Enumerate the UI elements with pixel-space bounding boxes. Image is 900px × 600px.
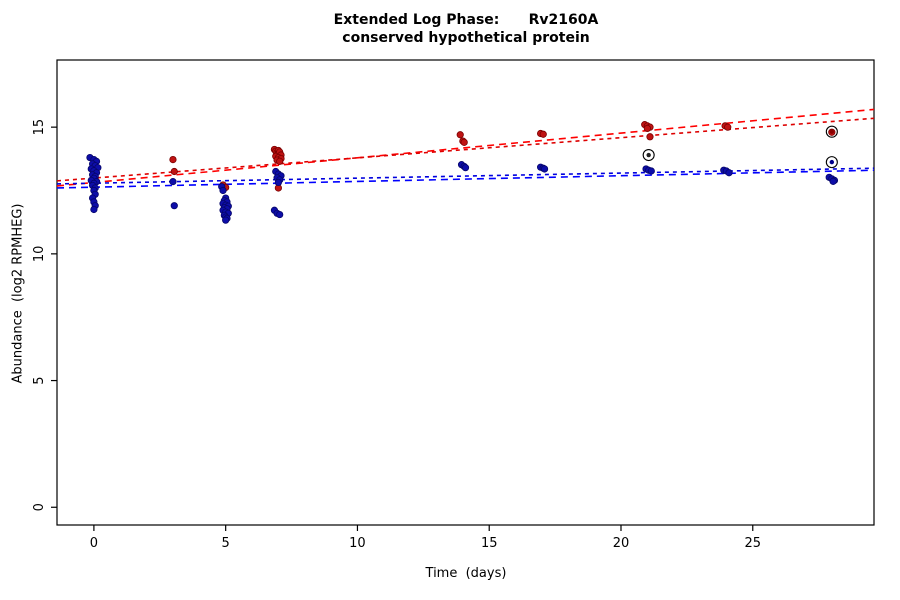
y-tick-label: 0 <box>32 503 47 511</box>
x-tick-label: 5 <box>222 536 230 551</box>
x-tick-label: 15 <box>481 536 498 551</box>
blue-condition-points <box>276 210 284 219</box>
red-condition-points <box>724 123 732 131</box>
plot-box <box>56 59 875 526</box>
circled-outlier-ring <box>825 156 838 169</box>
blue-condition-points <box>222 216 230 224</box>
circled-outlier-dot <box>829 159 835 165</box>
circled-outlier-ring <box>642 148 655 162</box>
circled-outlier-dot <box>646 152 651 158</box>
red-condition-points <box>643 124 651 133</box>
y-tick-label: 10 <box>32 246 47 263</box>
blue-condition-points <box>90 205 98 214</box>
blue-condition-points <box>647 167 655 175</box>
x-tick-label: 20 <box>613 536 630 551</box>
blue-condition-points <box>274 178 282 186</box>
y-tick-label: 5 <box>32 376 47 384</box>
red-condition-points <box>646 133 654 141</box>
red-condition-points <box>276 157 284 165</box>
blue-condition-points <box>170 202 178 210</box>
blue-condition-points <box>540 165 549 173</box>
circled-outlier-dot <box>829 129 835 134</box>
chart-title-line1: Extended Log Phase: Rv2160A <box>333 12 599 28</box>
red-condition-points <box>456 131 464 139</box>
red-condition-points <box>539 130 547 138</box>
blue-condition-points <box>169 178 177 186</box>
blue-condition-points <box>829 177 837 185</box>
red-fit-long-dash <box>56 108 875 187</box>
x-tick-label: 0 <box>90 536 98 551</box>
y-axis-label: Abundance (log2 RPMHEG) <box>10 203 26 384</box>
blue-condition-points <box>219 186 227 195</box>
blue-condition-points <box>461 164 470 172</box>
red-condition-points <box>460 138 468 146</box>
circled-outlier-ring <box>825 125 838 138</box>
blue-fit-long-dash <box>56 169 875 189</box>
chart-title-line2: conserved hypothetical protein <box>342 30 590 46</box>
y-tick-label: 15 <box>32 119 47 136</box>
red-fit-short-dash <box>56 117 875 182</box>
x-tick-label: 10 <box>349 536 366 551</box>
blue-fit-short-dash <box>56 167 875 185</box>
x-axis-label: Time (days) <box>425 566 507 581</box>
blue-condition-points <box>725 169 733 177</box>
red-condition-points <box>170 167 178 176</box>
red-condition-points <box>169 155 177 164</box>
x-tick-label: 25 <box>744 536 761 551</box>
